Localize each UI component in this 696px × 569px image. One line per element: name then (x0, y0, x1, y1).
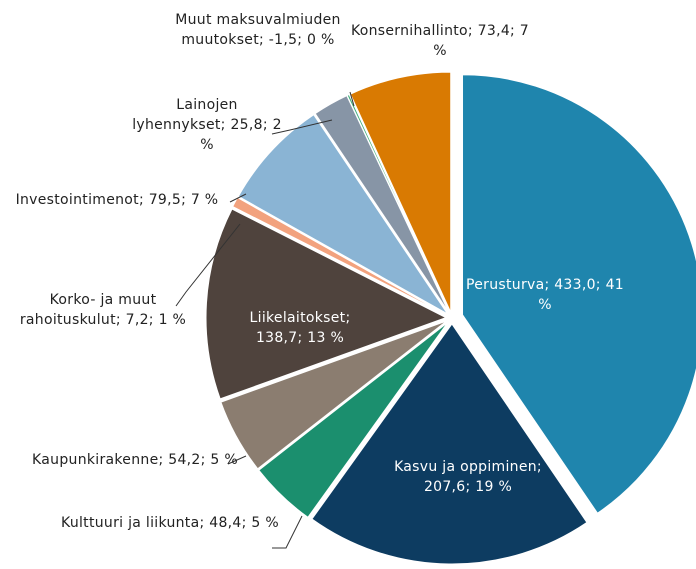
pie-slice (232, 196, 447, 316)
data-label: Muut maksuvalmiuden muutokset; -1,5; 0 % (175, 12, 341, 48)
data-label: Kaupunkirakenne; 54,2; 5 % (32, 452, 238, 468)
pie-slice (462, 74, 696, 514)
pie-slice (349, 71, 452, 313)
pie-slice (220, 320, 448, 470)
leader-line (175, 223, 241, 307)
leader-line (229, 193, 247, 203)
data-label: Investointimenot; 79,5; 7 % (15, 192, 219, 208)
pie-slice (205, 208, 448, 400)
data-label: Perusturva; 433,0; 41 % (466, 277, 624, 313)
pie-slice (346, 93, 450, 313)
leader-line (349, 91, 355, 107)
pie-slice (258, 321, 449, 518)
data-label: Kulttuuri ja liikunta; 48,4; 5 % (61, 515, 279, 531)
data-label: Konsernihallinto; 73,4; 7 % (350, 23, 530, 59)
leader-line (227, 455, 247, 465)
pie-slice (311, 323, 588, 565)
data-label: Liikelaitokset; 138,7; 13 % (249, 310, 351, 346)
leader-line (271, 119, 333, 135)
data-label: Korko- ja muut rahoituskulut; 7,2; 1 % (19, 292, 187, 328)
pie-slice (237, 114, 449, 315)
data-label: Lainojen lyhennykset; 25,8; 2 % (132, 97, 282, 153)
leader-line (272, 515, 303, 549)
data-label: Kasvu ja oppiminen; 207,6; 19 % (394, 459, 542, 495)
